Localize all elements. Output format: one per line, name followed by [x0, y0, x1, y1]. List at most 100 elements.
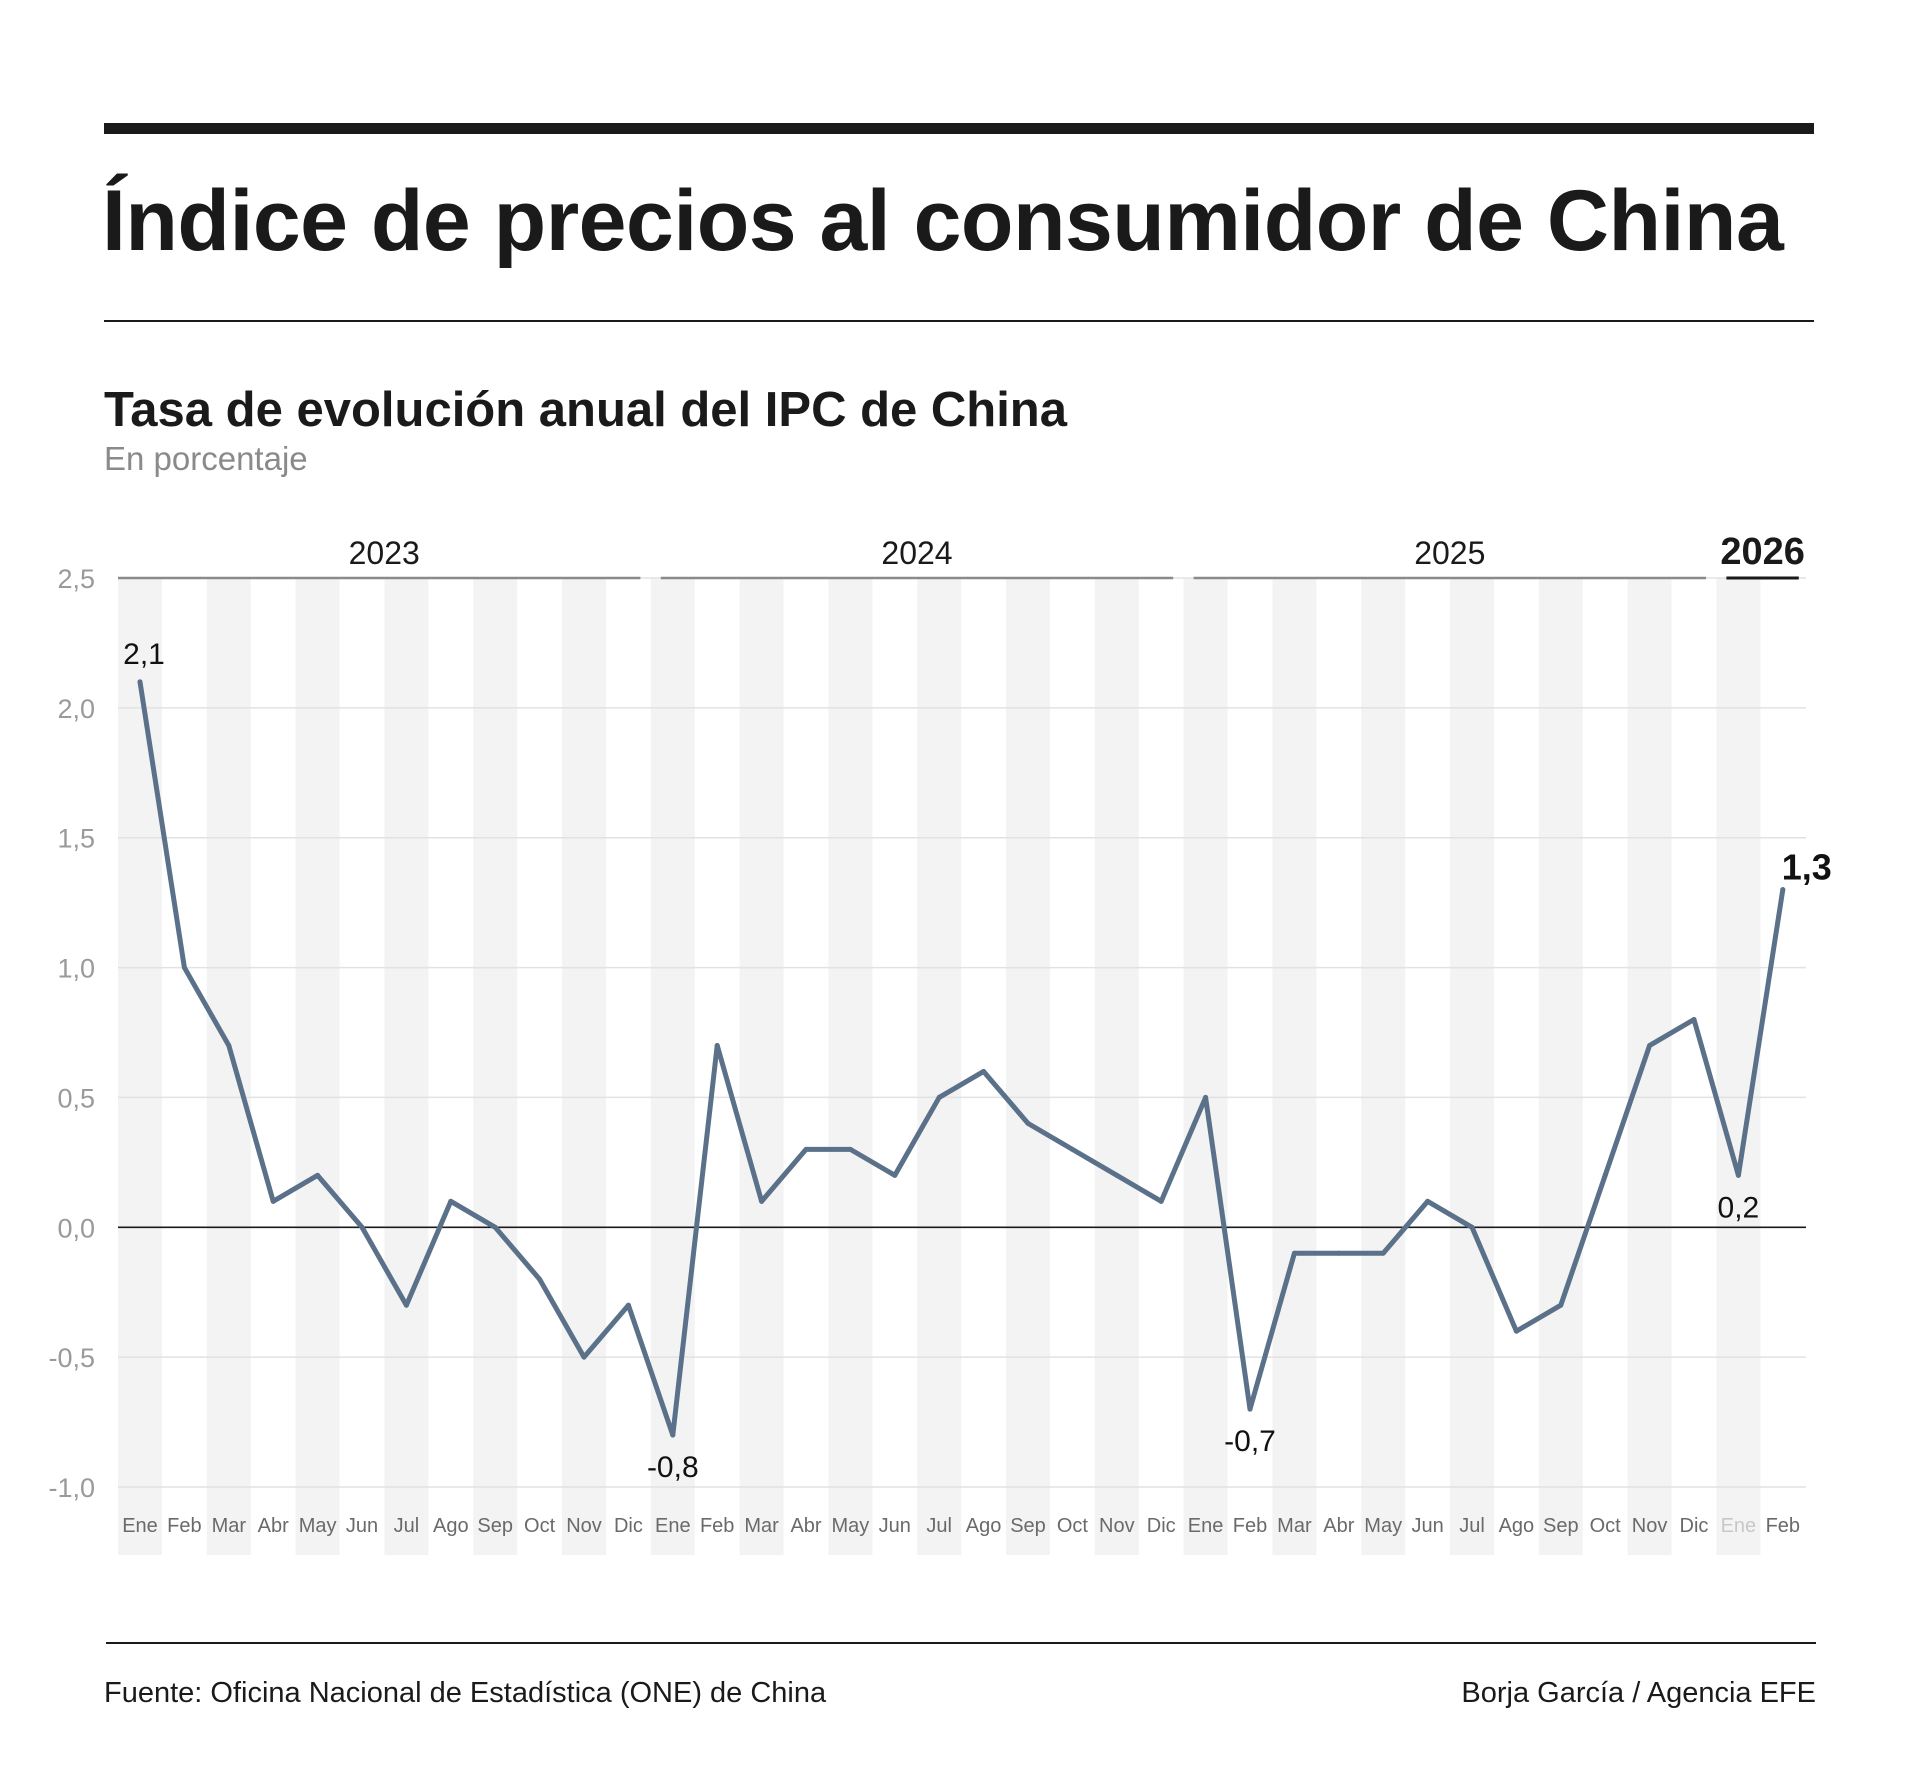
column-stripe	[828, 578, 873, 1555]
page-title: Índice de precios al consumidor de China	[102, 173, 1784, 269]
x-tick-label: Feb	[1766, 1515, 1800, 1537]
data-point	[1158, 1198, 1164, 1204]
column-stripe	[384, 578, 429, 1555]
data-point	[181, 965, 187, 971]
data-point	[1513, 1328, 1519, 1334]
y-tick-label: 2,5	[57, 564, 95, 594]
source-text: Fuente: Oficina Nacional de Estadística …	[104, 1677, 827, 1709]
x-tick-label: Ago	[433, 1515, 469, 1537]
y-tick-label: 0,0	[57, 1213, 95, 1243]
data-label: 2,1	[123, 638, 165, 671]
data-label: -0,8	[647, 1451, 699, 1484]
data-point	[226, 1042, 232, 1048]
x-tick-label: Nov	[1099, 1515, 1135, 1537]
data-point	[936, 1094, 942, 1100]
data-label: 1,3	[1782, 847, 1832, 888]
x-tick-label: Ene	[122, 1515, 158, 1537]
data-point	[1469, 1224, 1475, 1230]
x-tick-label: May	[832, 1515, 870, 1537]
data-point	[892, 1172, 898, 1178]
x-tick-label: Ago	[1499, 1515, 1535, 1537]
column-stripe	[473, 578, 518, 1555]
year-label: 2024	[881, 535, 952, 571]
x-tick-label: Ene	[655, 1515, 691, 1537]
chart-unit: En porcentaje	[104, 440, 308, 477]
column-stripe	[739, 578, 784, 1555]
x-tick-label: Jun	[346, 1515, 378, 1537]
column-stripe	[1627, 578, 1672, 1555]
credit-text: Borja García / Agencia EFE	[1461, 1677, 1816, 1709]
data-point	[448, 1198, 454, 1204]
y-tick-label: 2,0	[57, 694, 95, 724]
data-point	[270, 1198, 276, 1204]
x-tick-label: Jun	[879, 1515, 911, 1537]
column-stripe	[1006, 578, 1050, 1555]
data-point	[759, 1198, 765, 1204]
column-stripe	[118, 578, 162, 1555]
x-tick-label: Dic	[1147, 1515, 1176, 1537]
x-tick-label: Jul	[926, 1515, 952, 1537]
x-tick-label: Feb	[167, 1515, 201, 1537]
data-point	[1602, 1172, 1608, 1178]
x-tick-label: Abr	[1323, 1515, 1354, 1537]
x-tick-label: Mar	[212, 1515, 247, 1537]
column-stripe	[562, 578, 606, 1555]
data-point	[803, 1146, 809, 1152]
x-tick-label: Nov	[1632, 1515, 1668, 1537]
x-tick-label: Abr	[258, 1515, 289, 1537]
data-point	[1780, 887, 1786, 893]
y-tick-label: -0,5	[48, 1343, 95, 1373]
x-tick-label: Dic	[614, 1515, 643, 1537]
data-point	[581, 1354, 587, 1360]
data-point	[315, 1172, 321, 1178]
x-tick-label: Dic	[1680, 1515, 1709, 1537]
column-stripe	[1094, 578, 1139, 1555]
data-point	[1425, 1198, 1431, 1204]
y-tick-label: -1,0	[48, 1473, 95, 1503]
column-stripe	[1183, 578, 1228, 1555]
data-point	[847, 1146, 853, 1152]
year-label: 2026	[1720, 531, 1805, 573]
data-point	[1336, 1250, 1342, 1256]
x-tick-label: Feb	[1233, 1515, 1267, 1537]
data-point	[981, 1068, 987, 1074]
x-tick-label: Ene	[1721, 1515, 1757, 1537]
column-stripe	[1538, 578, 1583, 1555]
data-point	[1247, 1406, 1253, 1412]
data-point	[1558, 1302, 1564, 1308]
cpi-series-line	[137, 679, 1786, 1438]
data-point	[670, 1432, 676, 1438]
data-point	[137, 679, 143, 685]
x-tick-label: Mar	[744, 1515, 779, 1537]
data-label: -0,7	[1224, 1425, 1276, 1458]
x-tick-label: Abr	[790, 1515, 821, 1537]
x-tick-label: Sep	[1010, 1515, 1046, 1537]
chart-subtitle: Tasa de evolución anual del IPC de China	[104, 383, 1067, 437]
x-tick-label: Oct	[1057, 1515, 1089, 1537]
top-bar	[104, 123, 1814, 134]
data-point	[1735, 1172, 1741, 1178]
year-label: 2025	[1414, 535, 1485, 571]
data-point	[1691, 1017, 1697, 1023]
x-tick-label: Jul	[394, 1515, 420, 1537]
x-tick-label: May	[299, 1515, 337, 1537]
column-stripe	[206, 578, 251, 1555]
x-tick-label: Jul	[1459, 1515, 1485, 1537]
data-point	[625, 1302, 631, 1308]
data-point	[1203, 1094, 1209, 1100]
column-stripe	[917, 578, 962, 1555]
data-point	[714, 1042, 720, 1048]
x-tick-label: Ene	[1188, 1515, 1224, 1537]
x-tick-label: Sep	[477, 1515, 513, 1537]
data-point	[1380, 1250, 1386, 1256]
x-tick-label: Ago	[966, 1515, 1002, 1537]
y-tick-label: 1,5	[57, 824, 95, 854]
column-stripe	[650, 578, 695, 1555]
column-stripe	[1272, 578, 1317, 1555]
data-point	[359, 1224, 365, 1230]
data-point	[1069, 1146, 1075, 1152]
x-tick-label: Feb	[700, 1515, 734, 1537]
data-label: 0,2	[1718, 1191, 1760, 1224]
data-point	[1647, 1042, 1653, 1048]
